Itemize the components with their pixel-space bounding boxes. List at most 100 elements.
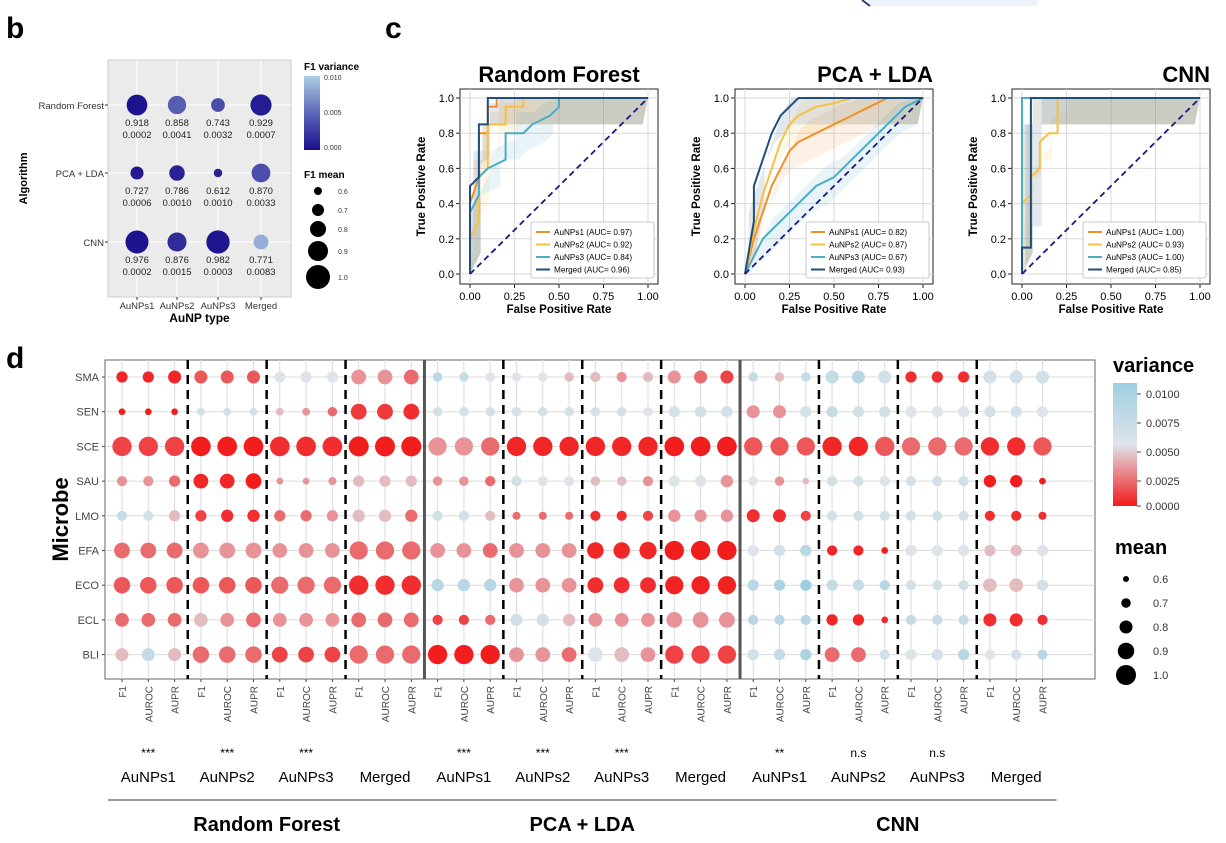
panel-d-bubble: [511, 372, 522, 382]
panel-d-bubble: [432, 476, 443, 486]
panel-b-mean-legend-dot: [306, 265, 330, 289]
panel-d-bubble: [324, 646, 341, 663]
panel-b-variance-tick: 0.010: [324, 75, 342, 82]
roc-legend-label: AuNPs1 (AUC= 0.97): [554, 228, 632, 237]
panel-d-bubble: [801, 372, 811, 382]
panel-d-bubble: [511, 406, 522, 417]
panel-d-metric-label: AUPR: [565, 686, 576, 714]
panel-d-bubble: [535, 647, 551, 662]
panel-b-bubble: [250, 94, 272, 116]
panel-d-bubble: [327, 406, 338, 417]
roc-curve: [1021, 97, 1200, 274]
roc-ylabel: True Positive Rate: [968, 137, 980, 237]
panel-d-bubble: [932, 580, 943, 591]
panel-d-bubble: [667, 370, 681, 384]
panel-d-mean-legend-dot: [1123, 576, 1129, 582]
roc-xtick-label: 0.25: [504, 291, 525, 303]
panel-d-bubble: [432, 406, 443, 417]
panel-d-bubble: [905, 476, 917, 487]
panel-d-bubble: [1009, 613, 1023, 627]
panel-d-bubble: [274, 510, 286, 522]
panel-b-ytick-label: PCA + LDA: [56, 169, 105, 180]
roc-curve: [744, 97, 923, 275]
panel-d-bubble: [454, 437, 474, 456]
panel-d-bubble: [113, 576, 131, 594]
panel-d-metric-label: AUPR: [960, 686, 971, 714]
panel-b-mean-legend-dot: [308, 241, 328, 261]
roc-ytick-label: 1.0: [714, 93, 729, 105]
panel-b-mean-legend-dot: [310, 221, 326, 237]
roc-legend-box: [805, 221, 930, 279]
panel-d-bubble: [851, 647, 866, 662]
roc-curve: [1021, 97, 1200, 274]
panel-d-bubble: [221, 509, 234, 522]
panel-b-mean-label: 0.918: [125, 118, 149, 129]
panel-d-bubble: [879, 649, 890, 660]
panel-d-bubble: [118, 408, 126, 416]
panel-d-bubble: [770, 437, 789, 456]
panel-d-metric-label: F1: [276, 686, 287, 698]
panel-d-bubble: [852, 579, 865, 591]
panel-d-bubble: [881, 616, 889, 624]
panel-d-bubble: [824, 647, 840, 662]
panel-d-bubble: [405, 475, 417, 487]
panel-d-bubble: [431, 579, 444, 592]
panel-d-algorithm-label: CNN: [876, 814, 919, 836]
panel-b-mean-legend-label: 1.0: [338, 275, 348, 282]
panel-d-bubble: [642, 476, 654, 487]
roc-chance-diagonal: [744, 97, 924, 275]
panel-d-bubble: [585, 436, 606, 457]
roc-xtick-label: 0.00: [459, 291, 480, 303]
roc-curve: [469, 97, 648, 274]
panel-d-bubble: [168, 510, 181, 522]
top-edge-fragment: [861, 0, 1038, 7]
panel-d-bubble: [140, 542, 157, 559]
panel-d-bubble: [191, 436, 211, 457]
panel-d-bubble: [773, 648, 786, 661]
panel-d-mean-legend-label: 0.9: [1153, 646, 1168, 658]
panel-d-metric-label: AUPR: [328, 686, 339, 714]
panel-d-bubble: [375, 575, 395, 595]
panel-d-bubble: [481, 437, 500, 456]
panel-d-bubble: [616, 406, 627, 417]
panel-d-bubble: [931, 371, 943, 383]
panel-d-bubble: [325, 613, 340, 627]
panel-d-bubble: [116, 510, 128, 521]
panel-b-mean-legend-label: 0.8: [338, 227, 348, 234]
panel-d-bubble: [640, 647, 656, 662]
panel-d-bubble: [773, 405, 786, 419]
roc-xtick-label: 0.75: [593, 291, 614, 303]
panel-d-bubble: [720, 509, 734, 522]
panel-d-bubble: [559, 436, 579, 457]
panel-d-bubble: [774, 476, 785, 486]
panel-b-bubble: [253, 234, 269, 250]
panel-d-bubble: [954, 437, 973, 456]
panel-d-bubble: [957, 648, 970, 661]
panel-d-bubble: [141, 613, 156, 627]
panel-d-bubble: [1010, 406, 1022, 418]
panel-d-bubble: [1011, 510, 1022, 521]
panel-d-bubble: [564, 372, 574, 382]
panel-b-mean-label: 0.870: [249, 186, 273, 197]
panel-d-bubble: [561, 647, 577, 662]
panel-d-aunp-label: AuNPs1: [436, 769, 491, 786]
panel-d-bubble: [349, 575, 369, 595]
panel-d-bubble: [800, 406, 812, 418]
panel-b-mean-label: 0.976: [125, 255, 149, 266]
roc-xtick-label: 0.75: [868, 291, 889, 303]
panel-d-bubble: [164, 436, 185, 457]
panel-d-bubble: [719, 612, 735, 628]
panel-d-bubble: [1038, 511, 1047, 520]
panel-d-bubble: [168, 648, 182, 662]
panel-d-bubble: [905, 614, 917, 626]
panel-d-aunp-label: Merged: [360, 769, 411, 786]
panel-d-bubble: [613, 542, 630, 559]
panel-d-variance-legend-title: variance: [1113, 355, 1194, 377]
panel-d-metric-label: AUROC: [1012, 686, 1023, 722]
panel-d-bubble: [664, 436, 685, 457]
roc-xtick-label: 0.50: [1100, 291, 1121, 303]
panel-b-mean-legend-label: 0.9: [338, 249, 348, 256]
panel-d-bubble: [773, 509, 786, 523]
panel-d-bubble: [666, 612, 683, 628]
